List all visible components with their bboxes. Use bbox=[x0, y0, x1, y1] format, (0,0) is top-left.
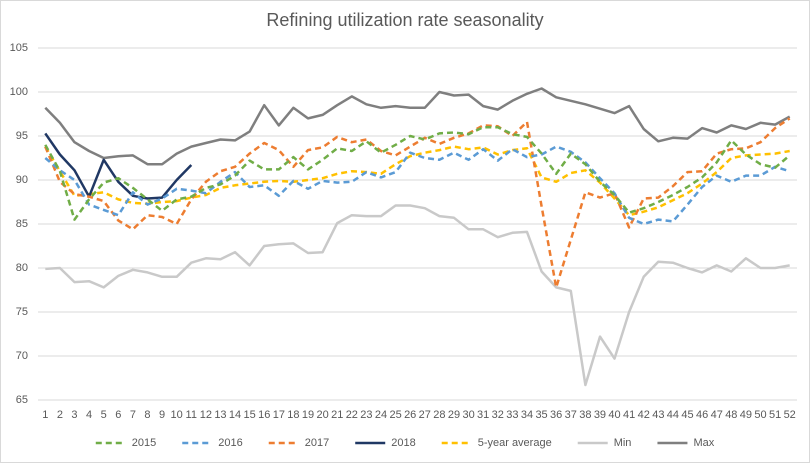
x-tick-label: 24 bbox=[375, 409, 387, 421]
x-tick-label: 50 bbox=[754, 409, 766, 421]
x-tick-label: 35 bbox=[535, 409, 547, 421]
x-tick-label: 41 bbox=[623, 409, 635, 421]
x-tick-label: 14 bbox=[229, 409, 241, 421]
x-tick-label: 40 bbox=[608, 409, 620, 421]
x-tick-label: 42 bbox=[638, 409, 650, 421]
y-tick-label: 100 bbox=[10, 86, 28, 98]
x-tick-label: 5 bbox=[101, 409, 107, 421]
x-tick-label: 51 bbox=[769, 409, 781, 421]
y-tick-label: 75 bbox=[16, 306, 28, 318]
legend-label: 2018 bbox=[391, 437, 415, 449]
x-tick-label: 38 bbox=[579, 409, 591, 421]
x-tick-label: 13 bbox=[214, 409, 226, 421]
series-line bbox=[44, 117, 791, 289]
x-tick-label: 19 bbox=[302, 409, 314, 421]
x-tick-label: 45 bbox=[681, 409, 693, 421]
series-line bbox=[44, 145, 791, 226]
series-line bbox=[44, 87, 791, 166]
x-tick-label: 37 bbox=[565, 409, 577, 421]
x-tick-label: 31 bbox=[477, 409, 489, 421]
x-tick-label: 36 bbox=[550, 409, 562, 421]
x-tick-label: 52 bbox=[784, 409, 796, 421]
x-tick-label: 32 bbox=[492, 409, 504, 421]
x-tick-label: 25 bbox=[389, 409, 401, 421]
legend-label: 5-year average bbox=[478, 437, 552, 449]
x-tick-label: 29 bbox=[448, 409, 460, 421]
x-tick-label: 21 bbox=[331, 409, 343, 421]
x-tick-label: 22 bbox=[346, 409, 358, 421]
y-tick-label: 85 bbox=[16, 218, 28, 230]
x-tick-label: 34 bbox=[521, 409, 533, 421]
x-tick-label: 9 bbox=[159, 409, 165, 421]
series-line bbox=[44, 132, 193, 200]
series-line bbox=[44, 145, 790, 217]
x-tick-label: 7 bbox=[130, 409, 136, 421]
x-tick-label: 17 bbox=[273, 409, 285, 421]
x-tick-label: 1 bbox=[42, 409, 48, 421]
x-tick-label: 27 bbox=[419, 409, 431, 421]
legend-label: Max bbox=[693, 437, 714, 449]
x-tick-label: 3 bbox=[71, 409, 77, 421]
x-tick-label: 20 bbox=[317, 409, 329, 421]
x-tick-label: 6 bbox=[115, 409, 121, 421]
x-tick-label: 10 bbox=[171, 409, 183, 421]
x-tick-label: 23 bbox=[360, 409, 372, 421]
x-tick-label: 16 bbox=[258, 409, 270, 421]
x-tick-label: 43 bbox=[652, 409, 664, 421]
series-line bbox=[45, 204, 790, 387]
y-tick-label: 95 bbox=[16, 130, 28, 142]
x-tick-label: 30 bbox=[462, 409, 474, 421]
chart-title: Refining utilization rate seasonality bbox=[266, 10, 543, 30]
x-tick-label: 33 bbox=[506, 409, 518, 421]
legend-label: 2015 bbox=[132, 437, 156, 449]
y-tick-label: 65 bbox=[16, 394, 28, 406]
x-tick-label: 46 bbox=[696, 409, 708, 421]
y-tick-label: 105 bbox=[10, 42, 28, 54]
x-tick-label: 18 bbox=[287, 409, 299, 421]
legend-label: 2016 bbox=[218, 437, 242, 449]
x-tick-label: 26 bbox=[404, 409, 416, 421]
x-tick-label: 49 bbox=[740, 409, 752, 421]
y-tick-label: 90 bbox=[16, 174, 28, 186]
x-tick-label: 28 bbox=[433, 409, 445, 421]
legend-label: 2017 bbox=[305, 437, 329, 449]
x-tick-label: 44 bbox=[667, 409, 679, 421]
x-tick-label: 11 bbox=[186, 409, 197, 421]
x-tick-label: 47 bbox=[711, 409, 723, 421]
x-tick-label: 8 bbox=[144, 409, 150, 421]
x-tick-label: 39 bbox=[594, 409, 606, 421]
x-tick-label: 2 bbox=[57, 409, 63, 421]
x-tick-label: 15 bbox=[244, 409, 256, 421]
y-tick-label: 70 bbox=[16, 350, 28, 362]
x-tick-label: 12 bbox=[200, 409, 212, 421]
x-tick-label: 48 bbox=[725, 409, 737, 421]
x-tick-label: 4 bbox=[86, 409, 92, 421]
legend-label: Min bbox=[614, 437, 632, 449]
y-tick-label: 80 bbox=[16, 262, 28, 274]
